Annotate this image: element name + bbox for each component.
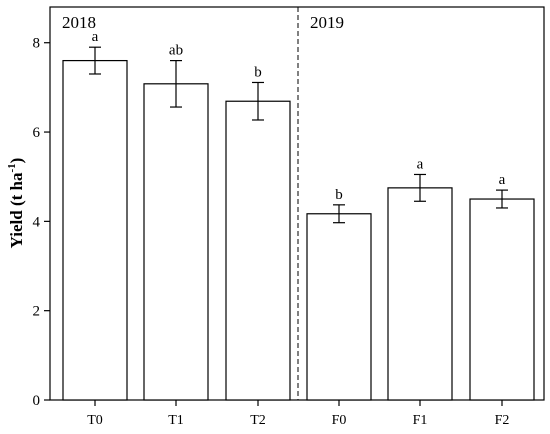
panel-labels-layer: 2018 2019 bbox=[62, 13, 344, 32]
y-axis-title-main: Yield (t ha bbox=[7, 172, 26, 248]
y-tick-label: 4 bbox=[33, 214, 41, 230]
bar-t2 bbox=[225, 100, 291, 401]
x-tick-label-t1: T1 bbox=[168, 413, 184, 428]
y-tick-label: 0 bbox=[33, 393, 41, 409]
bars-layer: a T0 ab T1 b T2 b F0 a F1 a F2 bbox=[62, 29, 535, 428]
x-tick-label-f2: F2 bbox=[495, 413, 510, 428]
x-tick-label-f1: F1 bbox=[413, 413, 428, 428]
significance-label-f2: a bbox=[499, 172, 506, 188]
significance-label-f0: b bbox=[335, 187, 343, 203]
bar-t0 bbox=[62, 59, 128, 401]
y-axis-title-close: ) bbox=[7, 158, 26, 164]
significance-label-f1: a bbox=[417, 156, 424, 172]
y-axis-title: Yield (t ha-1) bbox=[6, 158, 26, 249]
x-tick-label-t0: T0 bbox=[87, 413, 103, 428]
bar-f1 bbox=[387, 187, 453, 401]
significance-label-t0: a bbox=[92, 29, 99, 45]
y-ticks-layer: 0 2 4 6 8 bbox=[33, 36, 50, 409]
bar-f2 bbox=[469, 198, 535, 401]
y-axis-title-superscript: -1 bbox=[6, 163, 18, 172]
plot-frame bbox=[49, 6, 545, 401]
panel-label-2019: 2019 bbox=[310, 13, 344, 32]
y-tick-label: 2 bbox=[33, 304, 41, 320]
y-tick-label: 8 bbox=[33, 36, 41, 52]
bar-f0 bbox=[306, 213, 372, 401]
significance-label-t2: b bbox=[254, 64, 262, 80]
significance-label-t1: ab bbox=[169, 43, 183, 59]
panel-label-2018: 2018 bbox=[62, 13, 96, 32]
bar-t1 bbox=[143, 83, 209, 401]
x-tick-label-t2: T2 bbox=[250, 413, 266, 428]
x-tick-label-f0: F0 bbox=[332, 413, 347, 428]
y-tick-label: 6 bbox=[33, 125, 41, 141]
